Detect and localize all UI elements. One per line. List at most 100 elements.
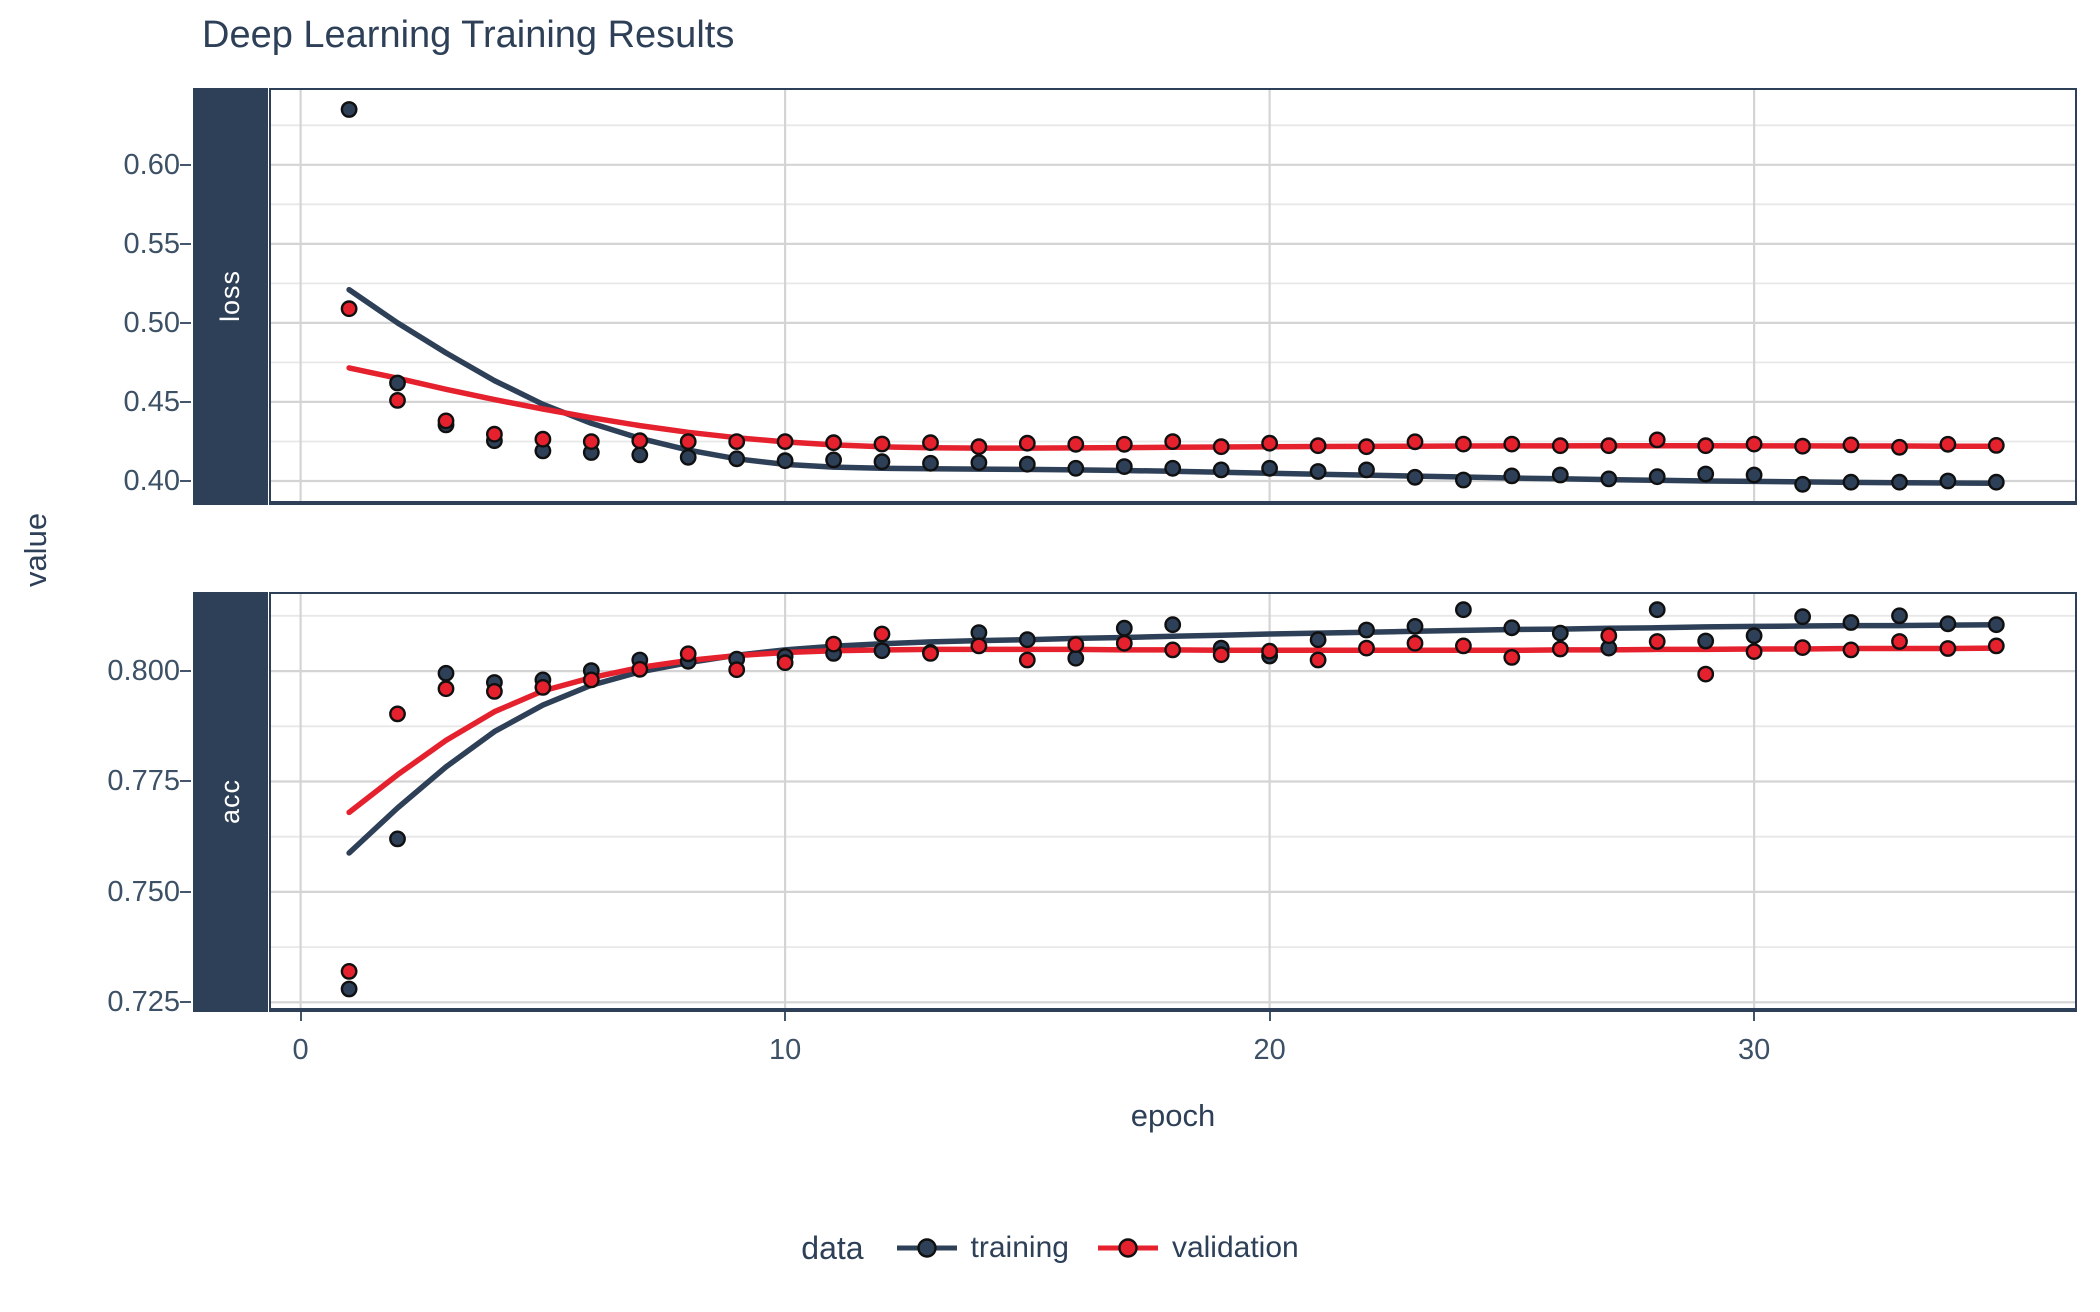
data-point-validation (1987, 436, 2005, 454)
y-tick-label: 0.750 (107, 875, 180, 908)
data-point-validation (1406, 634, 1424, 652)
y-axis-title: value (18, 512, 53, 588)
data-point-validation (776, 433, 794, 450)
data-point-validation (485, 425, 503, 443)
data-point-validation (1794, 639, 1812, 656)
data-point-training (1212, 461, 1230, 479)
data-point-training (1018, 455, 1036, 473)
data-point-training (1358, 621, 1375, 639)
legend: data training validation (0, 1218, 2100, 1278)
data-point-validation (1164, 433, 1182, 450)
data-point-training (1794, 608, 1812, 626)
data-point-training (1455, 471, 1472, 489)
data-point-validation (1551, 640, 1569, 658)
y-tick-label: 0.40 (123, 464, 180, 497)
data-point-training (825, 451, 842, 469)
facet-strip-label: acc (215, 779, 245, 825)
data-point-validation (340, 300, 358, 318)
data-point-validation (1842, 641, 1860, 659)
y-tick-mark (180, 780, 191, 783)
data-point-training (873, 642, 891, 660)
data-point-training (1358, 461, 1375, 479)
data-point-validation (1745, 435, 1763, 453)
facet-strip-loss: loss (193, 88, 268, 505)
data-point-training (340, 101, 358, 118)
legend-item-validation: validation (1095, 1231, 1299, 1265)
data-point-training (389, 830, 406, 848)
data-point-training (1309, 631, 1327, 649)
data-point-validation (534, 430, 552, 448)
data-point-training (389, 374, 406, 392)
data-point-validation (534, 679, 552, 696)
data-point-validation (873, 435, 891, 453)
data-point-training (1406, 618, 1424, 635)
data-point-validation (776, 654, 794, 672)
data-point-validation (1018, 434, 1036, 452)
data-point-training (1987, 616, 2005, 634)
data-point-training (1018, 631, 1036, 649)
data-point-training (1987, 473, 2005, 491)
data-point-training (1551, 466, 1569, 484)
legend-label-validation: validation (1171, 1231, 1299, 1264)
data-point-validation (437, 680, 455, 698)
data-point-training (1842, 473, 1860, 491)
data-point-validation (1745, 643, 1763, 660)
data-point-training (1891, 607, 1908, 625)
x-axis-title: epoch (1130, 1098, 1216, 1133)
data-point-training (1067, 649, 1085, 667)
data-point-training (1648, 468, 1666, 486)
y-tick-label: 0.60 (123, 148, 180, 181)
data-point-validation (389, 705, 406, 723)
data-point-validation (1794, 437, 1812, 455)
data-point-validation (1406, 433, 1424, 451)
data-point-training (728, 450, 746, 468)
facet-strip-acc: acc (193, 592, 268, 1012)
data-point-validation (922, 645, 939, 662)
data-point-training (1842, 614, 1860, 631)
data-point-validation (485, 683, 503, 700)
data-point-validation (1115, 634, 1133, 652)
y-tick-mark (180, 400, 191, 403)
data-point-validation (1939, 640, 1957, 657)
data-point-training (1261, 459, 1278, 477)
x-tick-label: 30 (1737, 1034, 1771, 1066)
y-tick-mark (180, 321, 191, 324)
data-point-validation (631, 660, 649, 678)
y-tick-label: 0.45 (123, 385, 180, 418)
data-point-validation (825, 434, 842, 452)
y-tick-label: 0.50 (123, 306, 180, 339)
data-point-validation (1455, 637, 1472, 655)
data-point-validation (728, 433, 746, 450)
facet-strip-label: loss (215, 270, 245, 323)
data-point-validation (922, 434, 939, 452)
data-point-validation (631, 432, 649, 450)
data-point-validation (1648, 633, 1666, 650)
data-point-validation (1455, 435, 1472, 453)
data-point-training (1455, 601, 1472, 619)
y-tick-label: 0.55 (123, 227, 180, 260)
data-point-validation (1503, 649, 1521, 666)
y-tick-label: 0.775 (107, 765, 180, 798)
data-point-validation (1309, 651, 1327, 669)
data-point-training (1697, 632, 1715, 650)
data-point-validation (340, 962, 358, 980)
data-point-training (1164, 616, 1182, 634)
data-point-validation (1309, 437, 1327, 455)
data-point-validation (1503, 435, 1521, 453)
data-point-training (437, 664, 455, 682)
loss-panel (269, 88, 2077, 505)
x-tick-mark (784, 1012, 787, 1021)
data-point-validation (1987, 637, 2005, 655)
y-tick-mark (180, 242, 191, 245)
x-tick-label: 20 (1253, 1034, 1286, 1066)
data-point-training (922, 454, 939, 472)
chart-title: Deep Learning Training Results (202, 14, 735, 56)
data-point-validation (1842, 436, 1860, 454)
data-point-validation (1261, 434, 1278, 452)
data-point-validation (1939, 435, 1957, 453)
data-point-training (1697, 465, 1715, 483)
legend-key-training-icon (896, 1238, 957, 1258)
data-point-training (1745, 466, 1763, 484)
data-point-training (1891, 473, 1908, 491)
